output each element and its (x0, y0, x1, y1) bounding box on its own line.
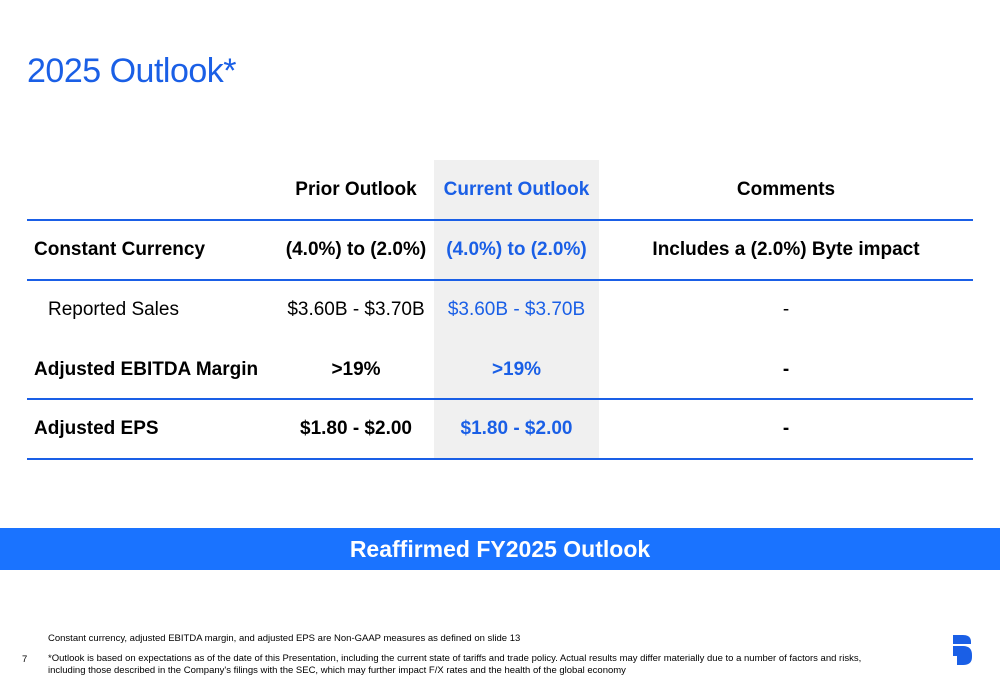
page-title: 2025 Outlook* (27, 52, 237, 90)
comment-value: - (782, 359, 790, 380)
row-label: Constant Currency (34, 239, 206, 260)
current-outlook-highlight (434, 160, 599, 460)
comment-value: Includes a (2.0%) Byte impact (652, 239, 920, 260)
comment-value: - (782, 418, 790, 439)
comment-value: - (782, 299, 790, 320)
row-label: Adjusted EPS (34, 418, 159, 439)
table-divider (27, 398, 973, 400)
row-label: Adjusted EBITDA Margin (34, 359, 259, 380)
footnote-outlook-line2: including those described in the Company… (48, 665, 626, 676)
prior-value: (4.0%) to (2.0%) (285, 239, 427, 260)
header-comments: Comments (736, 179, 836, 200)
footnote-nongaap: Constant currency, adjusted EBITDA margi… (48, 633, 521, 644)
row-label: Reported Sales (48, 299, 179, 320)
footnote-outlook-line1: *Outlook is based on expectations as of … (48, 653, 862, 664)
company-logo-icon (953, 635, 972, 665)
table-divider (27, 279, 973, 281)
header-prior-outlook: Prior Outlook (295, 179, 417, 200)
current-value: $1.80 - $2.00 (460, 418, 573, 439)
prior-value: >19% (331, 359, 381, 380)
prior-value: $3.60B - $3.70B (287, 299, 425, 320)
current-value: $3.60B - $3.70B (447, 299, 586, 320)
reaffirmed-banner: Reaffirmed FY2025 Outlook (0, 528, 1000, 570)
prior-value: $1.80 - $2.00 (300, 418, 412, 439)
table-divider (27, 219, 973, 221)
header-current-outlook: Current Outlook (443, 179, 590, 200)
page-number: 7 (22, 654, 28, 665)
current-value: >19% (491, 359, 542, 380)
current-value: (4.0%) to (2.0%) (446, 239, 587, 260)
table-divider (27, 458, 973, 460)
